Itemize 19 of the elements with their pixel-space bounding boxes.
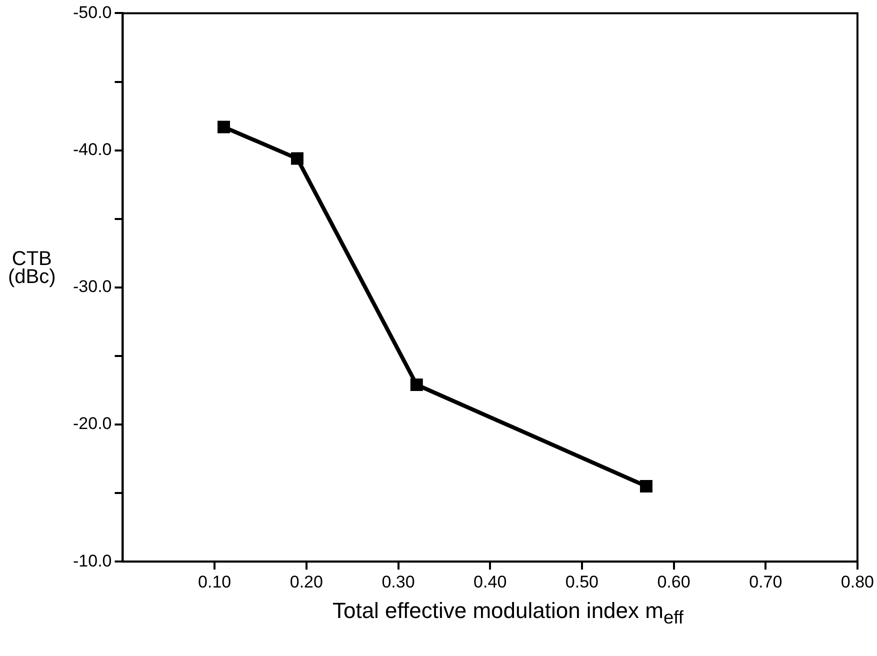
y-tick-label: -40.0 [73, 140, 112, 159]
y-tick-label: -20.0 [73, 414, 112, 434]
x-tick-label: 0.30 [382, 572, 415, 592]
point [218, 120, 230, 134]
x-tick-label: 0.10 [198, 572, 232, 592]
x-tick-label: 0.70 [749, 572, 782, 592]
x-tick-label: 0.80 [840, 572, 874, 592]
y-tick-label: -30.0 [73, 277, 112, 296]
point [410, 378, 423, 391]
point [640, 480, 652, 492]
point [291, 152, 304, 165]
x-axis-title: Total effective modulation index m$_{eff}$ [331, 598, 685, 628]
x-tick-label: 0.20 [290, 572, 323, 592]
y-tick-label: -10.0 [73, 551, 112, 570]
x-tick-label: 0.50 [565, 572, 598, 592]
x-tick-label: 0.40 [474, 572, 507, 592]
y-axis-title: CTB (dBc) [8, 248, 56, 288]
y-tick-label: -50.0 [73, 2, 112, 22]
x-tick-label: 0.60 [657, 572, 690, 592]
